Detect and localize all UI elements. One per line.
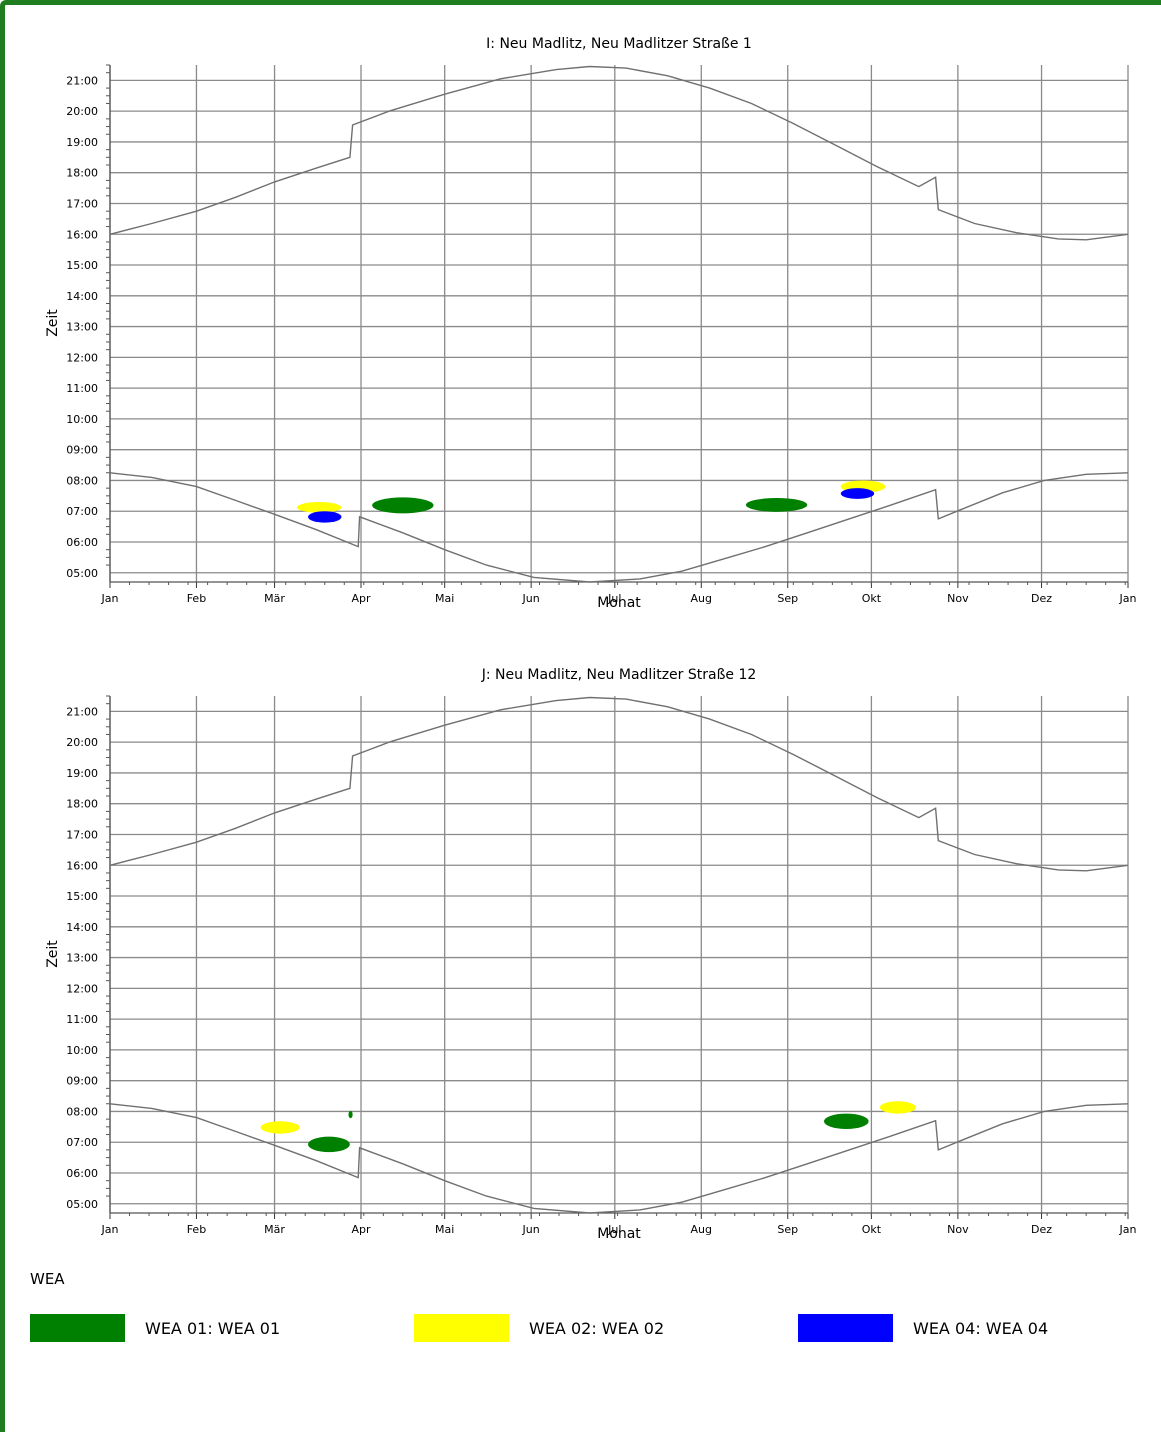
sunrise-line bbox=[109, 472, 1129, 583]
y-tick-label: 11:00 bbox=[66, 1013, 98, 1026]
x-tick-label: Mai bbox=[435, 1223, 454, 1236]
y-axis-label: Zeit bbox=[45, 940, 61, 968]
x-tick-label: Mai bbox=[435, 592, 454, 605]
x-tick-label: Jan bbox=[101, 592, 119, 605]
y-tick-label: 19:00 bbox=[66, 136, 98, 149]
y-tick-label: 09:00 bbox=[66, 1075, 98, 1088]
legend-swatch-wea-02 bbox=[414, 1314, 509, 1342]
x-tick-label: Feb bbox=[187, 1223, 206, 1236]
chart-title: I: Neu Madlitz, Neu Madlitzer Straße 1 bbox=[486, 36, 752, 52]
x-tick-label: Jan bbox=[101, 1223, 119, 1236]
x-tick-label: Okt bbox=[862, 592, 882, 605]
y-tick-label: 09:00 bbox=[66, 444, 98, 457]
x-tick-label: Aug bbox=[691, 1223, 712, 1236]
y-tick-label: 06:00 bbox=[66, 536, 98, 549]
y-tick-label: 14:00 bbox=[66, 921, 98, 934]
y-tick-label: 08:00 bbox=[66, 474, 98, 487]
legend-item-wea-04: WEA 04: WEA 04 bbox=[798, 1314, 1048, 1342]
shadow-region-wea-02 bbox=[260, 1121, 300, 1134]
shadow-region-wea-02 bbox=[296, 501, 342, 513]
x-tick-label: Nov bbox=[947, 592, 969, 605]
shadow-region-wea-01 bbox=[372, 497, 434, 514]
x-tick-label: Okt bbox=[862, 1223, 882, 1236]
y-tick-label: 20:00 bbox=[66, 736, 98, 749]
x-axis-label: Monat bbox=[597, 1226, 641, 1242]
legend-swatch-wea-01 bbox=[30, 1314, 125, 1342]
x-tick-label: Apr bbox=[351, 1223, 371, 1236]
sunset-line bbox=[109, 696, 1129, 872]
y-tick-label: 19:00 bbox=[66, 767, 98, 780]
x-tick-label: Jun bbox=[522, 1223, 540, 1236]
legend-label-wea-04: WEA 04: WEA 04 bbox=[913, 1318, 1049, 1338]
legend-swatch-wea-04 bbox=[798, 1314, 893, 1342]
legend-title: WEA bbox=[30, 1270, 65, 1288]
shadow-region-wea-01 bbox=[308, 1136, 350, 1153]
x-tick-label: Jul bbox=[607, 1223, 621, 1236]
x-tick-label: Mär bbox=[264, 592, 285, 605]
x-tick-label: Dez bbox=[1031, 592, 1052, 605]
x-tick-label: Jan bbox=[1119, 1223, 1137, 1236]
y-tick-label: 07:00 bbox=[66, 1136, 98, 1149]
x-tick-label: Mär bbox=[264, 1223, 285, 1236]
y-tick-label: 21:00 bbox=[66, 705, 98, 718]
y-tick-label: 17:00 bbox=[66, 828, 98, 841]
x-tick-label: Sep bbox=[777, 592, 798, 605]
x-tick-label: Jun bbox=[522, 592, 540, 605]
shadow-region-wea-04 bbox=[308, 511, 342, 523]
x-tick-label: Aug bbox=[691, 592, 712, 605]
shadow-region-wea-01 bbox=[348, 1110, 353, 1119]
y-tick-label: 13:00 bbox=[66, 321, 98, 334]
x-tick-label: Sep bbox=[777, 1223, 798, 1236]
y-tick-label: 15:00 bbox=[66, 890, 98, 903]
y-tick-label: 07:00 bbox=[66, 505, 98, 518]
y-axis-label: Zeit bbox=[45, 309, 61, 337]
x-tick-label: Jul bbox=[607, 592, 621, 605]
x-tick-label: Nov bbox=[947, 1223, 969, 1236]
shadow-region-wea-01 bbox=[823, 1113, 869, 1129]
y-tick-label: 16:00 bbox=[66, 859, 98, 872]
y-tick-label: 13:00 bbox=[66, 952, 98, 965]
y-tick-label: 06:00 bbox=[66, 1167, 98, 1180]
legend-item-wea-02: WEA 02: WEA 02 bbox=[414, 1314, 664, 1342]
y-tick-label: 05:00 bbox=[66, 1198, 98, 1211]
legend-label-wea-02: WEA 02: WEA 02 bbox=[529, 1318, 665, 1338]
shadow-region-wea-01 bbox=[745, 497, 808, 512]
y-tick-label: 08:00 bbox=[66, 1105, 98, 1118]
y-tick-label: 16:00 bbox=[66, 228, 98, 241]
x-tick-label: Feb bbox=[187, 592, 206, 605]
legend-item-wea-01: WEA 01: WEA 01 bbox=[30, 1314, 280, 1342]
shadow-region-wea-02 bbox=[879, 1101, 917, 1114]
y-tick-label: 05:00 bbox=[66, 567, 98, 580]
x-tick-label: Jan bbox=[1119, 592, 1137, 605]
x-axis-label: Monat bbox=[597, 595, 641, 611]
y-tick-label: 12:00 bbox=[66, 982, 98, 995]
chart-title: J: Neu Madlitz, Neu Madlitzer Straße 12 bbox=[481, 667, 757, 683]
legend: WEA WEA 01: WEA 01 WEA 02: WEA 02 WEA 04… bbox=[30, 1270, 1140, 1342]
y-tick-label: 12:00 bbox=[66, 351, 98, 364]
legend-label-wea-01: WEA 01: WEA 01 bbox=[145, 1318, 281, 1338]
x-tick-label: Apr bbox=[351, 592, 371, 605]
y-tick-label: 20:00 bbox=[66, 105, 98, 118]
y-tick-label: 10:00 bbox=[66, 1044, 98, 1057]
y-tick-label: 18:00 bbox=[66, 798, 98, 811]
y-tick-label: 18:00 bbox=[66, 167, 98, 180]
chart-j: J: Neu Madlitz, Neu Madlitzer Straße 12 M… bbox=[45, 667, 1137, 1242]
y-tick-label: 11:00 bbox=[66, 382, 98, 395]
y-tick-label: 10:00 bbox=[66, 413, 98, 426]
y-tick-label: 21:00 bbox=[66, 74, 98, 87]
sunrise-line bbox=[109, 1103, 1129, 1214]
x-tick-label: Dez bbox=[1031, 1223, 1052, 1236]
sunset-line bbox=[109, 65, 1129, 241]
y-tick-label: 17:00 bbox=[66, 197, 98, 210]
chart-i: I: Neu Madlitz, Neu Madlitzer Straße 1 Mo… bbox=[45, 36, 1137, 611]
y-tick-label: 15:00 bbox=[66, 259, 98, 272]
y-tick-label: 14:00 bbox=[66, 290, 98, 303]
shadow-region-wea-04 bbox=[840, 488, 875, 499]
